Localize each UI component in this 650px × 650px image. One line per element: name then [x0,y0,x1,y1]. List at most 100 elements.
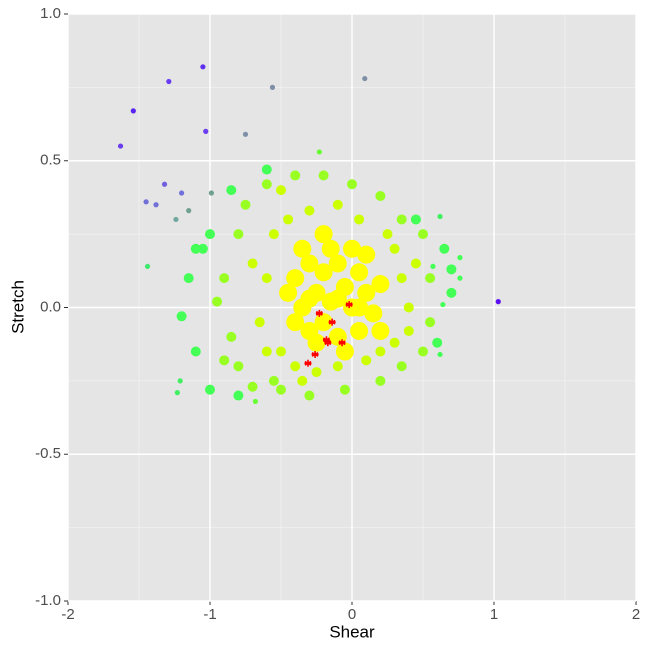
star-point [311,350,319,358]
point [297,375,308,386]
star-point [304,359,312,367]
point [200,64,206,70]
x-tick-label: -1 [203,606,216,623]
point [219,273,230,284]
point [350,298,369,317]
point [261,273,272,284]
point [269,84,276,90]
x-tick-label: 0 [348,606,356,623]
point [117,143,124,149]
point [276,384,286,395]
point [332,361,343,372]
x-tick-label: 1 [490,606,498,623]
point [375,190,386,201]
star-point [345,301,353,309]
point [361,355,372,366]
point [389,337,400,348]
point [283,214,294,225]
point [316,149,322,155]
point [332,199,343,210]
star-point [315,309,323,317]
star-point [322,336,330,344]
point [252,398,259,405]
point [304,205,315,216]
point [144,263,151,270]
point [205,229,215,240]
point [268,229,279,240]
point [261,179,272,190]
point [219,355,230,366]
point [328,289,347,308]
point [389,243,400,254]
point [350,263,369,282]
x-tick-label: -2 [61,606,74,623]
point [226,331,237,342]
point [205,384,215,395]
point [190,243,201,254]
point [396,361,407,372]
point [437,213,443,220]
point [300,289,319,308]
point [457,275,463,281]
point [335,342,354,361]
point [382,229,393,240]
point [314,313,333,332]
point [432,337,443,348]
point [437,351,443,358]
point [347,179,357,190]
point [208,190,215,196]
x-axis-title: Shear [329,622,375,641]
point [396,273,407,284]
point [410,214,421,225]
x-tick-label: 2 [632,606,640,623]
point [247,381,258,392]
point [311,367,322,378]
point [290,170,301,181]
point [418,346,428,357]
point [375,375,386,386]
point [357,245,376,264]
point [371,275,390,294]
y-tick-label: 1.0 [40,5,61,22]
point [362,75,368,82]
point [276,346,286,357]
point [254,317,265,328]
point [314,263,333,282]
point [247,258,258,269]
point [440,301,446,308]
point [212,296,223,307]
point [396,214,407,225]
point [328,254,347,273]
point [339,384,350,395]
point [176,311,187,322]
point [430,263,436,270]
point [354,214,365,225]
point [375,346,386,357]
point [268,375,279,386]
point [276,185,286,196]
point [183,273,194,284]
point [350,321,369,340]
point [161,181,168,187]
star-point [324,339,332,347]
point [286,313,305,332]
point [173,216,179,223]
point [286,269,305,288]
point [233,361,244,372]
point [439,243,450,254]
point [425,273,436,284]
y-axis-title: Stretch [8,280,27,334]
point [300,254,319,273]
point [318,170,329,181]
point [143,199,149,205]
point [233,229,244,240]
point [153,202,159,208]
point [293,239,312,258]
point [425,317,436,328]
y-tick-label: -1.0 [35,592,61,609]
point [261,164,272,175]
point [357,283,376,302]
y-tick-label: 0.5 [40,152,61,169]
point [190,346,201,357]
